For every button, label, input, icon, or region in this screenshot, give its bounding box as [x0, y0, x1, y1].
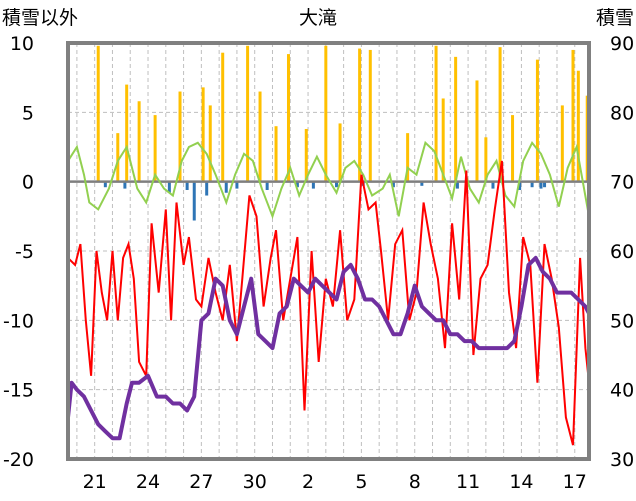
negative-bar — [295, 181, 299, 188]
precip-bar — [368, 49, 372, 182]
right-tick-label: 40 — [610, 380, 634, 402]
precip-bar — [498, 47, 502, 182]
right-tick-label: 70 — [610, 172, 634, 194]
negative-bar — [530, 181, 534, 188]
precip-bar — [338, 123, 342, 182]
precip-bar — [221, 52, 225, 182]
precip-bar — [286, 54, 290, 182]
negative-bar — [391, 181, 395, 188]
red-series-line — [67, 160, 590, 446]
negative-bar — [311, 181, 315, 189]
precip-bar — [258, 91, 262, 182]
precip-bar — [208, 105, 212, 182]
precip-bar — [137, 101, 141, 182]
x-tick-label: 2 — [302, 471, 314, 493]
precip-bar — [324, 45, 328, 182]
x-tick-label: 30 — [243, 471, 267, 493]
negative-bar — [224, 181, 228, 193]
negative-bar — [420, 181, 424, 186]
precip-bar — [116, 133, 120, 182]
negative-bar — [123, 181, 127, 189]
precip-bar — [96, 45, 100, 182]
precip-bar — [246, 45, 250, 182]
right-tick-label: 50 — [610, 310, 634, 332]
negative-bar — [455, 181, 459, 189]
precip-bar — [125, 84, 129, 182]
left-tick-label: -20 — [3, 449, 34, 471]
negative-bar — [167, 181, 171, 193]
right-tick-label: 30 — [610, 449, 634, 471]
x-tick-label: 5 — [355, 471, 367, 493]
chart-title: 大滝 — [299, 7, 337, 29]
left-axis-label: 積雪以外 — [2, 7, 78, 29]
x-tick-label: 27 — [189, 471, 213, 493]
right-tick-label: 80 — [610, 102, 634, 124]
right-tick-label: 90 — [610, 33, 634, 55]
x-tick-label: 24 — [136, 471, 160, 493]
precip-bar — [484, 137, 488, 182]
precipitation-bars — [96, 45, 589, 182]
x-axis-ticks: 21 24 27 30 2 5 8 11 14 17 — [83, 471, 587, 493]
negative-bar — [518, 181, 522, 190]
negative-bar — [265, 181, 269, 190]
x-tick-label: 8 — [409, 471, 421, 493]
plot-frame — [66, 41, 591, 461]
left-axis-ticks: 10 5 0 -5 -10 -15 -20 — [3, 33, 34, 471]
snow-depth-line — [66, 255, 591, 441]
negative-bar — [235, 181, 239, 189]
negative-bar — [103, 181, 107, 188]
x-tick-label: 11 — [456, 471, 480, 493]
precip-bar — [560, 105, 564, 182]
negative-bar — [543, 181, 547, 188]
precip-bar — [201, 87, 205, 182]
left-tick-label: -15 — [3, 380, 34, 402]
negative-bar — [185, 181, 189, 190]
precip-bar — [571, 49, 575, 182]
negative-bar — [491, 181, 495, 189]
precip-bar — [535, 59, 539, 182]
precip-bar — [576, 70, 580, 182]
precip-bar — [358, 48, 362, 182]
precip-bar — [511, 115, 515, 182]
right-axis-ticks: 90 80 70 60 50 40 30 — [610, 33, 634, 471]
precip-bar — [153, 115, 157, 182]
left-tick-label: -5 — [15, 241, 34, 263]
precip-bar — [475, 80, 479, 182]
left-tick-label: -10 — [3, 310, 34, 332]
right-axis-label: 積雪 — [596, 7, 634, 29]
precip-bar — [441, 98, 445, 182]
precip-bar — [454, 56, 458, 182]
negative-bar — [335, 181, 339, 188]
left-tick-label: 5 — [22, 102, 34, 124]
left-tick-label: 10 — [10, 33, 34, 55]
negative-bars — [103, 181, 547, 221]
x-tick-label: 21 — [83, 471, 107, 493]
negative-bar — [205, 181, 209, 196]
left-tick-label: 0 — [22, 172, 34, 194]
negative-bar — [539, 181, 543, 189]
negative-bar — [192, 181, 196, 221]
right-tick-label: 60 — [610, 241, 634, 263]
precip-bar — [304, 128, 308, 182]
x-tick-label: 14 — [509, 471, 533, 493]
x-tick-label: 17 — [563, 471, 587, 493]
precip-bar — [274, 126, 278, 182]
precip-bar — [178, 91, 182, 182]
precip-bar — [406, 133, 410, 182]
precip-bar — [434, 45, 438, 182]
